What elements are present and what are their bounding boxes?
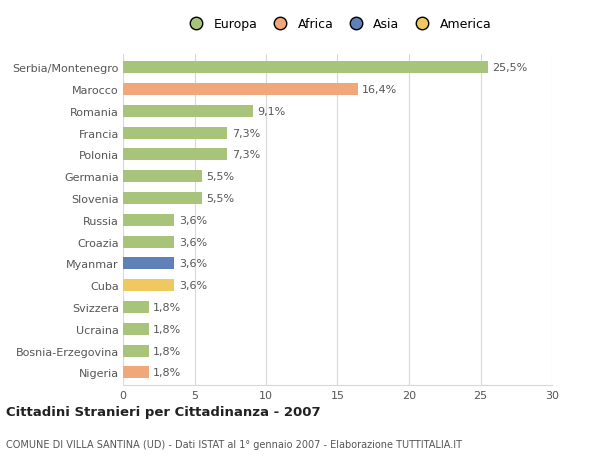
Bar	[123, 128, 227, 140]
Text: 1,8%: 1,8%	[153, 346, 181, 356]
Bar	[123, 367, 149, 379]
Text: 1,8%: 1,8%	[153, 324, 181, 334]
Bar	[123, 149, 227, 161]
Text: COMUNE DI VILLA SANTINA (UD) - Dati ISTAT al 1° gennaio 2007 - Elaborazione TUTT: COMUNE DI VILLA SANTINA (UD) - Dati ISTA…	[6, 440, 462, 449]
Text: 5,5%: 5,5%	[206, 194, 234, 204]
Bar	[123, 258, 175, 270]
Bar	[123, 280, 175, 291]
Text: 1,8%: 1,8%	[153, 302, 181, 312]
Text: 7,3%: 7,3%	[232, 129, 260, 138]
Text: Cittadini Stranieri per Cittadinanza - 2007: Cittadini Stranieri per Cittadinanza - 2…	[6, 405, 320, 419]
Text: 5,5%: 5,5%	[206, 172, 234, 182]
Text: 9,1%: 9,1%	[257, 106, 286, 117]
Text: 3,6%: 3,6%	[179, 215, 207, 225]
Text: 1,8%: 1,8%	[153, 368, 181, 377]
Legend: Europa, Africa, Asia, America: Europa, Africa, Asia, America	[184, 18, 491, 31]
Bar	[123, 214, 175, 226]
Text: 25,5%: 25,5%	[492, 63, 527, 73]
Text: 3,6%: 3,6%	[179, 280, 207, 291]
Bar	[123, 84, 358, 96]
Bar	[123, 236, 175, 248]
Bar	[123, 106, 253, 118]
Bar	[123, 193, 202, 205]
Bar	[123, 62, 488, 74]
Bar	[123, 301, 149, 313]
Bar	[123, 171, 202, 183]
Text: 3,6%: 3,6%	[179, 237, 207, 247]
Text: 3,6%: 3,6%	[179, 259, 207, 269]
Text: 16,4%: 16,4%	[362, 85, 397, 95]
Text: 7,3%: 7,3%	[232, 150, 260, 160]
Bar	[123, 323, 149, 335]
Bar	[123, 345, 149, 357]
